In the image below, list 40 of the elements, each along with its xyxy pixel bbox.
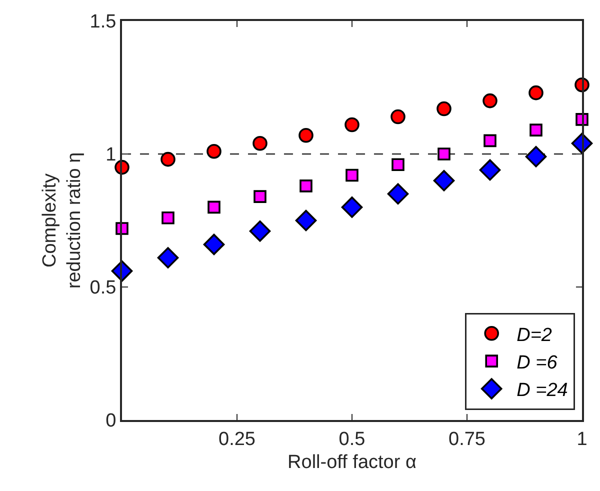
point [390,109,406,124]
x-tick-label: 0.5 [338,428,366,450]
point [203,234,225,256]
point [157,247,179,268]
point [254,190,266,203]
y-tick-label: 0 [106,410,116,432]
point [252,136,268,151]
point [392,158,404,172]
point [479,159,501,181]
point [160,152,176,167]
legend-label: D =24 [516,380,568,402]
y-axis-title: Complexity reduction ratio η [39,152,86,289]
point [482,93,498,108]
point [341,196,363,218]
point [162,211,174,224]
x-axis-title: Roll-off factor α [288,452,416,474]
point [206,144,222,159]
x-tick-label: 0.75 [448,428,486,450]
point [528,85,544,100]
point [208,200,220,214]
legend-label: D =6 [516,352,558,374]
y-tick-label: 0.5 [90,278,116,299]
point [484,134,496,148]
point [346,168,358,182]
legend-label: D=2 [516,324,552,346]
point [300,180,312,192]
point [438,148,450,160]
point [249,220,271,242]
point [387,183,409,205]
point [295,210,317,232]
x-tick-label: 0.25 [218,428,256,450]
x-tick-label: 1 [576,428,588,450]
point [530,124,542,136]
point [344,117,360,132]
y-tick-label: 1.5 [90,12,116,33]
point [525,146,547,168]
point [436,101,452,116]
point [433,170,455,192]
y-tick-label: 1 [106,144,116,166]
point [298,128,314,143]
